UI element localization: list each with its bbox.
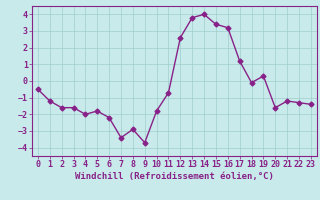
X-axis label: Windchill (Refroidissement éolien,°C): Windchill (Refroidissement éolien,°C) bbox=[75, 172, 274, 181]
